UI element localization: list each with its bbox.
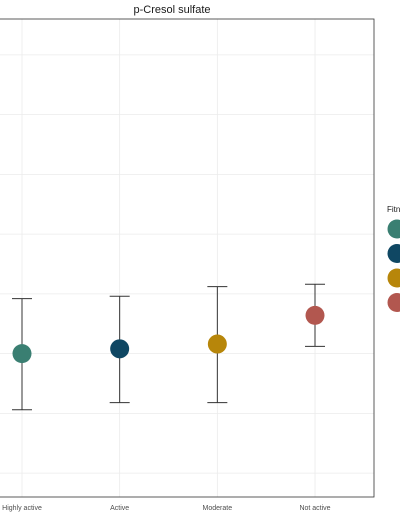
x-tick-label: Highly active (2, 505, 42, 512)
data-point-group (207, 286, 228, 404)
data-point (207, 334, 227, 354)
data-point-group (12, 298, 32, 411)
chart-title: p-Cresol sulfate (133, 4, 210, 16)
legend-key (387, 293, 400, 312)
x-tick-label: Not active (299, 505, 330, 512)
x-tick-labels: Highly active Active Moderate Not active (2, 505, 331, 512)
panel-border (0, 18, 375, 498)
data-point (110, 339, 130, 359)
x-tick-label: Active (110, 505, 129, 512)
legend: Fitn (387, 205, 400, 312)
data-points (12, 283, 326, 411)
data-point (305, 305, 325, 325)
legend-key (387, 244, 400, 263)
legend-keys (387, 219, 400, 312)
data-point-group (305, 283, 326, 347)
legend-key (387, 219, 400, 239)
data-point (12, 344, 32, 364)
legend-title: Fitn (387, 205, 400, 214)
legend-key (387, 268, 400, 288)
data-point-group (109, 295, 130, 404)
x-tick-label: Moderate (203, 505, 233, 512)
grid (0, 19, 374, 497)
